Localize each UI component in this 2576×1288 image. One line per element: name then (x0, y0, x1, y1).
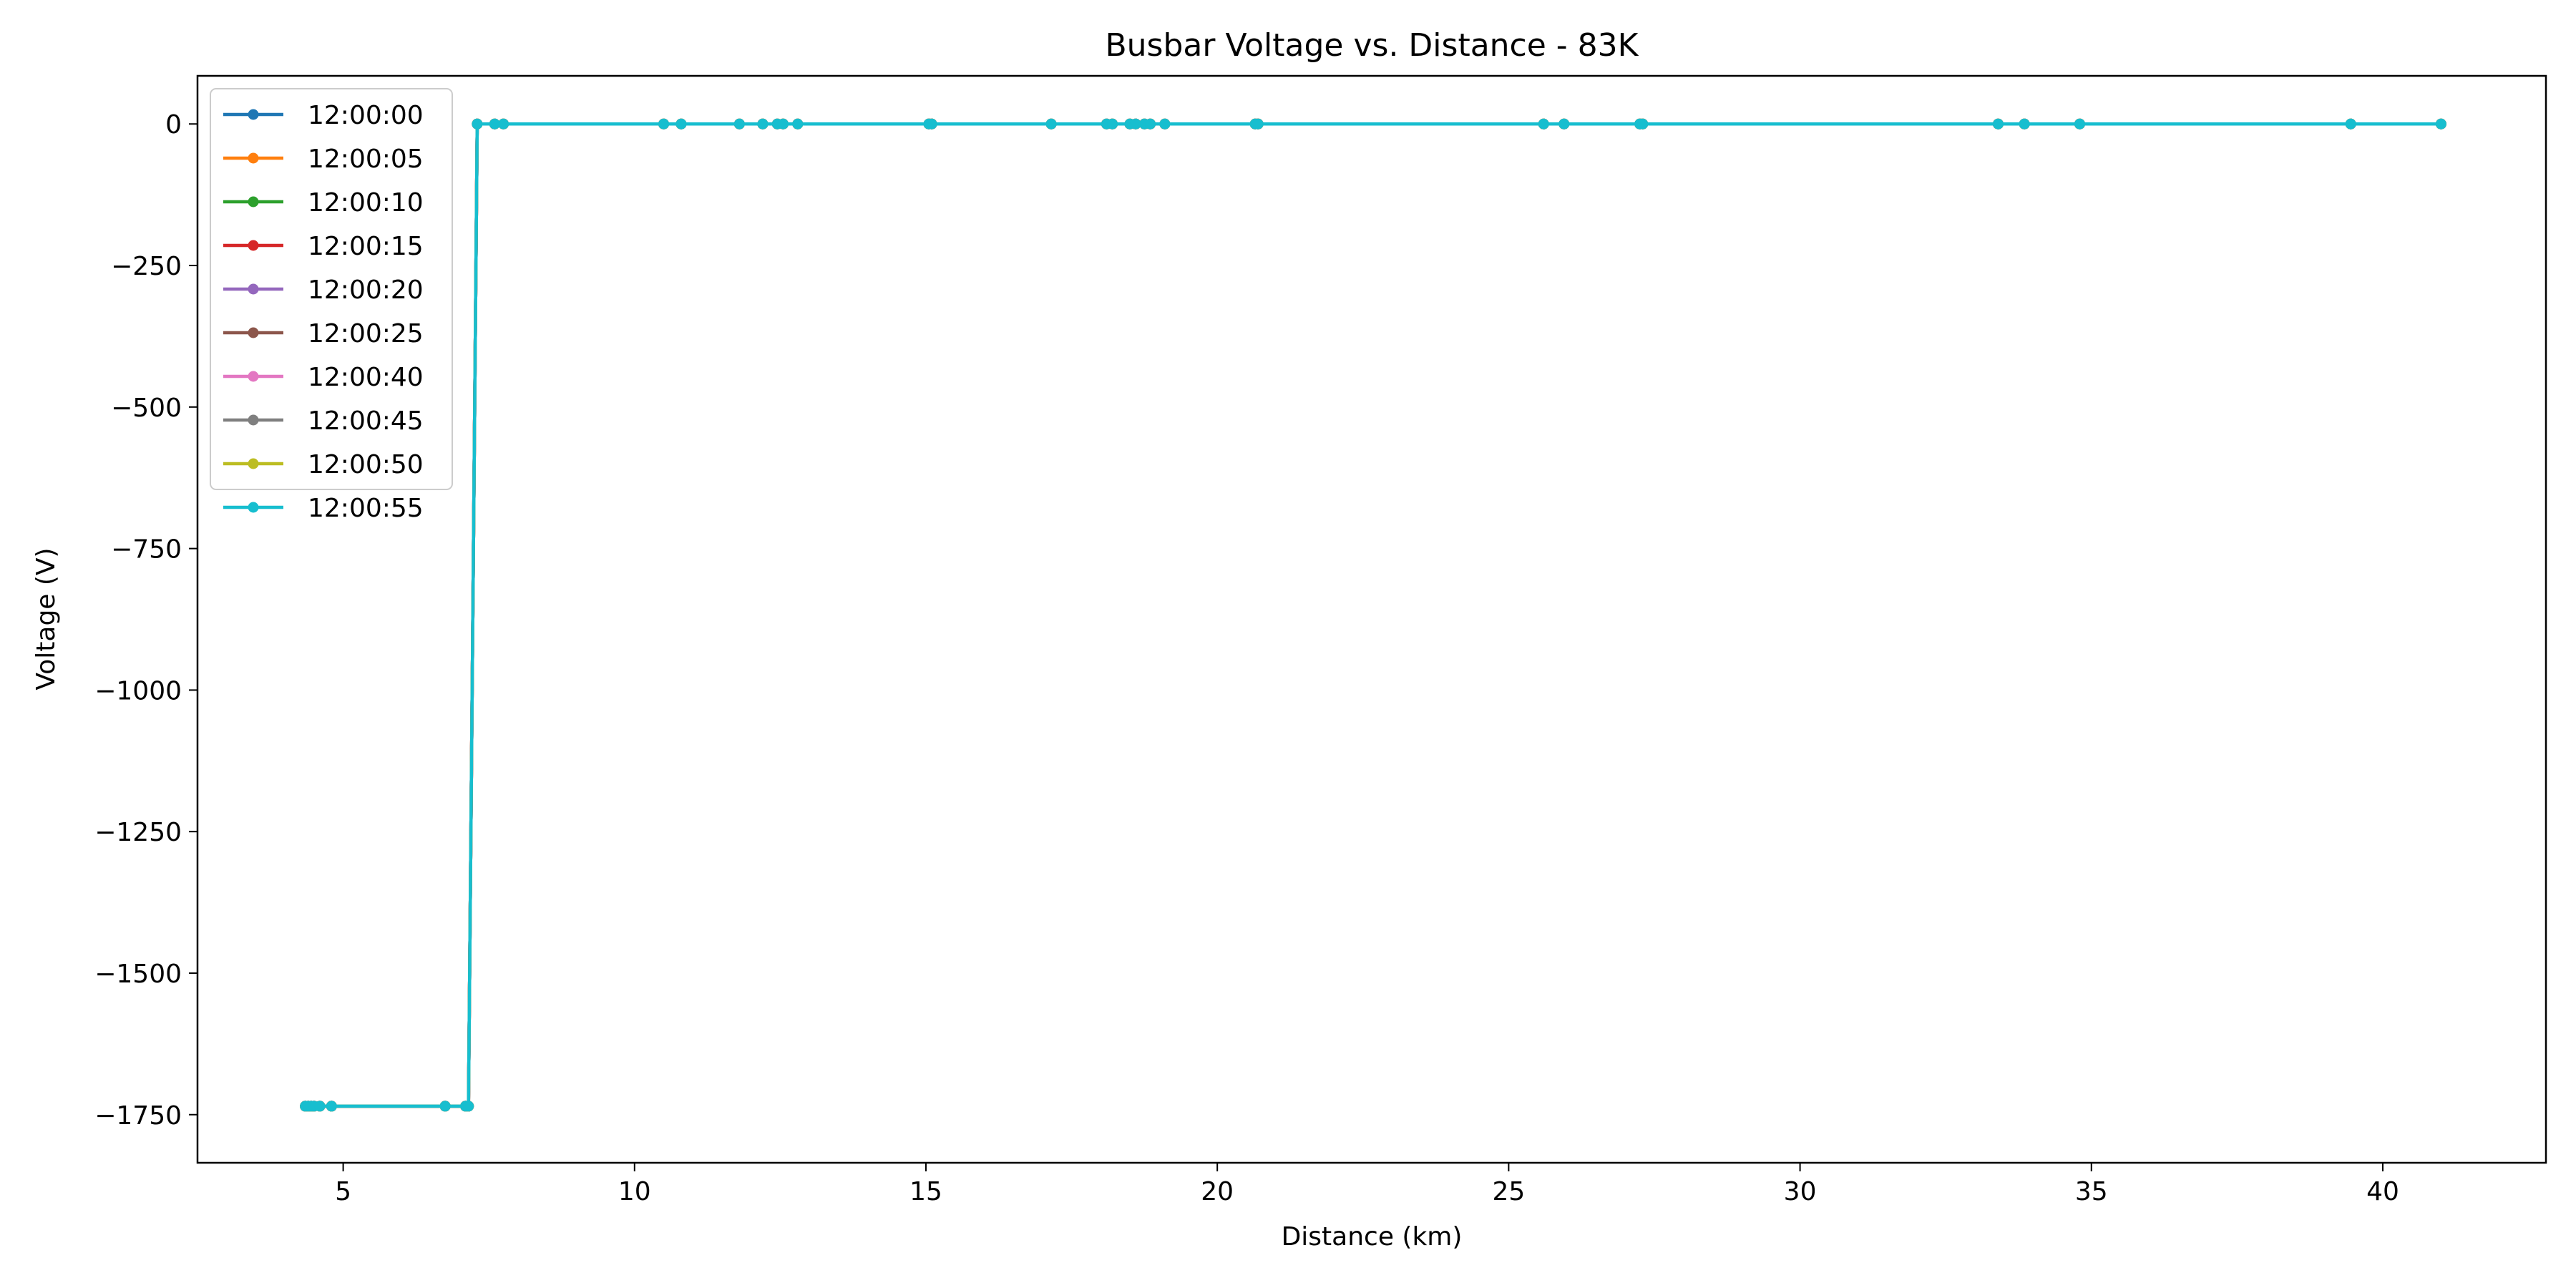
data-point (472, 118, 483, 130)
data-point (733, 118, 745, 130)
legend-item: 12:00:05 (223, 145, 424, 174)
data-point (1252, 118, 1264, 130)
data-point (2345, 118, 2356, 130)
data-point (2435, 118, 2446, 130)
y-tick-label: −1000 (94, 676, 182, 706)
legend-label: 12:00:25 (308, 319, 424, 348)
legend: 12:00:00 12:00:05 12:00:10 12:00:15 12:00:20… (210, 88, 453, 523)
data-point (675, 118, 687, 130)
series-12-00-55 (300, 118, 2446, 1112)
series-layer (300, 118, 2446, 1112)
legend-label: 12:00:50 (308, 450, 424, 479)
y-tick-label: 0 (165, 110, 182, 140)
data-point (439, 1101, 451, 1112)
legend-swatch-marker (248, 109, 259, 120)
legend-item: 12:00:10 (223, 188, 424, 218)
x-axis-label: Distance (km) (1282, 1222, 1463, 1252)
data-point (658, 118, 670, 130)
x-axis-ticks: 5 10 15 20 25 30 35 40 (335, 1163, 2399, 1206)
y-tick-label: −250 (111, 252, 182, 281)
y-axis-label: Voltage (V) (31, 547, 61, 690)
y-tick-label: −1750 (94, 1101, 182, 1131)
x-tick-label: 10 (618, 1177, 651, 1206)
legend-swatch-marker (248, 283, 259, 295)
legend-swatch-marker (248, 458, 259, 469)
x-tick-label: 30 (1784, 1177, 1817, 1206)
data-point (1992, 118, 2004, 130)
x-tick-label: 15 (909, 1177, 942, 1206)
data-point (777, 118, 789, 130)
data-point (2074, 118, 2085, 130)
legend-item: 12:00:45 (223, 406, 424, 436)
legend-label: 12:00:05 (308, 145, 424, 174)
data-point (498, 118, 509, 130)
legend-label: 12:00:15 (308, 232, 424, 261)
x-tick-label: 25 (1492, 1177, 1525, 1206)
data-point (1045, 118, 1057, 130)
plot-frame (196, 74, 2547, 1164)
legend-swatch-marker (248, 414, 259, 426)
data-point (2019, 118, 2030, 130)
data-point (1130, 118, 1141, 130)
legend-items: 12:00:00 12:00:05 12:00:10 12:00:15 12:00:20… (223, 101, 424, 523)
legend-swatch-marker (248, 152, 259, 164)
legend-item: 12:00:55 (223, 494, 424, 523)
legend-swatch-marker (248, 371, 259, 382)
x-tick-label: 20 (1201, 1177, 1234, 1206)
y-tick-label: −1500 (94, 960, 182, 989)
legend-label: 12:00:40 (308, 363, 424, 392)
data-point (1637, 118, 1649, 130)
x-tick-label: 40 (2366, 1177, 2399, 1206)
legend-item: 12:00:40 (223, 363, 424, 392)
data-point (1558, 118, 1570, 130)
legend-item: 12:00:15 (223, 232, 424, 261)
legend-swatch-marker (248, 502, 259, 513)
x-tick-label: 5 (335, 1177, 351, 1206)
data-point (1538, 118, 1549, 130)
data-point (926, 118, 937, 130)
legend-swatch-marker (248, 327, 259, 338)
legend-label: 12:00:45 (308, 406, 424, 436)
data-point (1107, 118, 1118, 130)
legend-item: 12:00:50 (223, 450, 424, 479)
data-point (1159, 118, 1171, 130)
data-point (792, 118, 804, 130)
x-tick-label: 35 (2075, 1177, 2108, 1206)
legend-label: 12:00:20 (308, 275, 424, 305)
legend-label: 12:00:55 (308, 494, 424, 523)
legend-label: 12:00:10 (308, 188, 424, 218)
data-point (489, 118, 500, 130)
data-point (326, 1101, 337, 1112)
legend-label: 12:00:00 (308, 101, 424, 130)
legend-item: 12:00:00 (223, 101, 424, 130)
legend-box (210, 88, 453, 490)
legend-swatch-marker (248, 240, 259, 251)
legend-item: 12:00:25 (223, 319, 424, 348)
data-point (757, 118, 769, 130)
chart-title: Busbar Voltage vs. Distance - 83K (1105, 27, 1639, 64)
y-tick-label: −1250 (94, 818, 182, 847)
data-point (1145, 118, 1156, 130)
legend-swatch-marker (248, 196, 259, 208)
y-tick-label: −750 (111, 535, 182, 565)
plot-area (300, 118, 2446, 1112)
data-point (463, 1101, 474, 1112)
data-point (314, 1101, 326, 1112)
y-tick-label: −500 (111, 394, 182, 423)
legend-item: 12:00:20 (223, 275, 424, 305)
y-axis-ticks: 0 −250 −500 −750 −1000 −1250 −1500 −1750 (94, 110, 197, 1131)
